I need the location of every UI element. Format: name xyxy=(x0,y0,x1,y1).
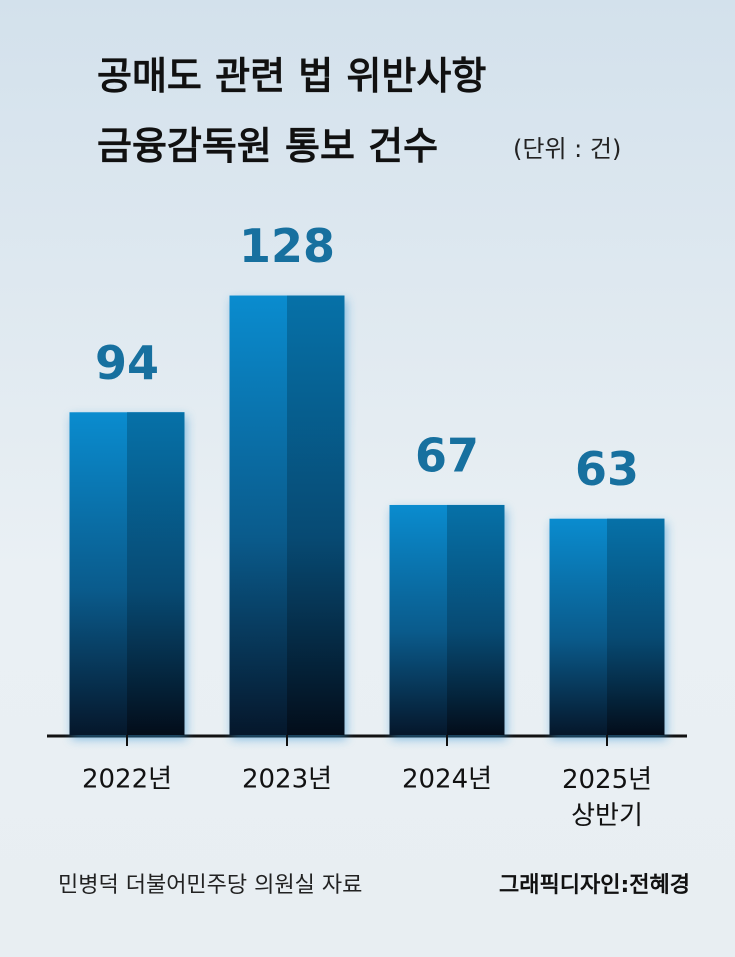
bar-shade xyxy=(127,412,185,735)
x-tick-label: 2024년 xyxy=(402,765,492,795)
value-label: 94 xyxy=(95,336,159,390)
value-label: 63 xyxy=(575,442,639,496)
bar-shade xyxy=(607,518,665,735)
value-label: 67 xyxy=(415,428,479,482)
unit-note: (단위 : 건) xyxy=(513,135,621,163)
x-tick-label: 2022년 xyxy=(82,765,172,795)
x-tick-label: 2023년 xyxy=(242,765,332,795)
credit: 그래픽디자인:전혜경 xyxy=(499,873,690,898)
x-tick-label: 2025년 상반기 xyxy=(562,765,652,831)
bar-shade xyxy=(447,504,505,735)
source: 민병덕 더불어민주당 의원실 자료 xyxy=(58,873,362,898)
value-label: 128 xyxy=(239,219,335,273)
chart-title: 공매도 관련 법 위반사항 금융감독원 통보 건수 xyxy=(97,54,486,168)
bar-shade xyxy=(287,295,345,735)
